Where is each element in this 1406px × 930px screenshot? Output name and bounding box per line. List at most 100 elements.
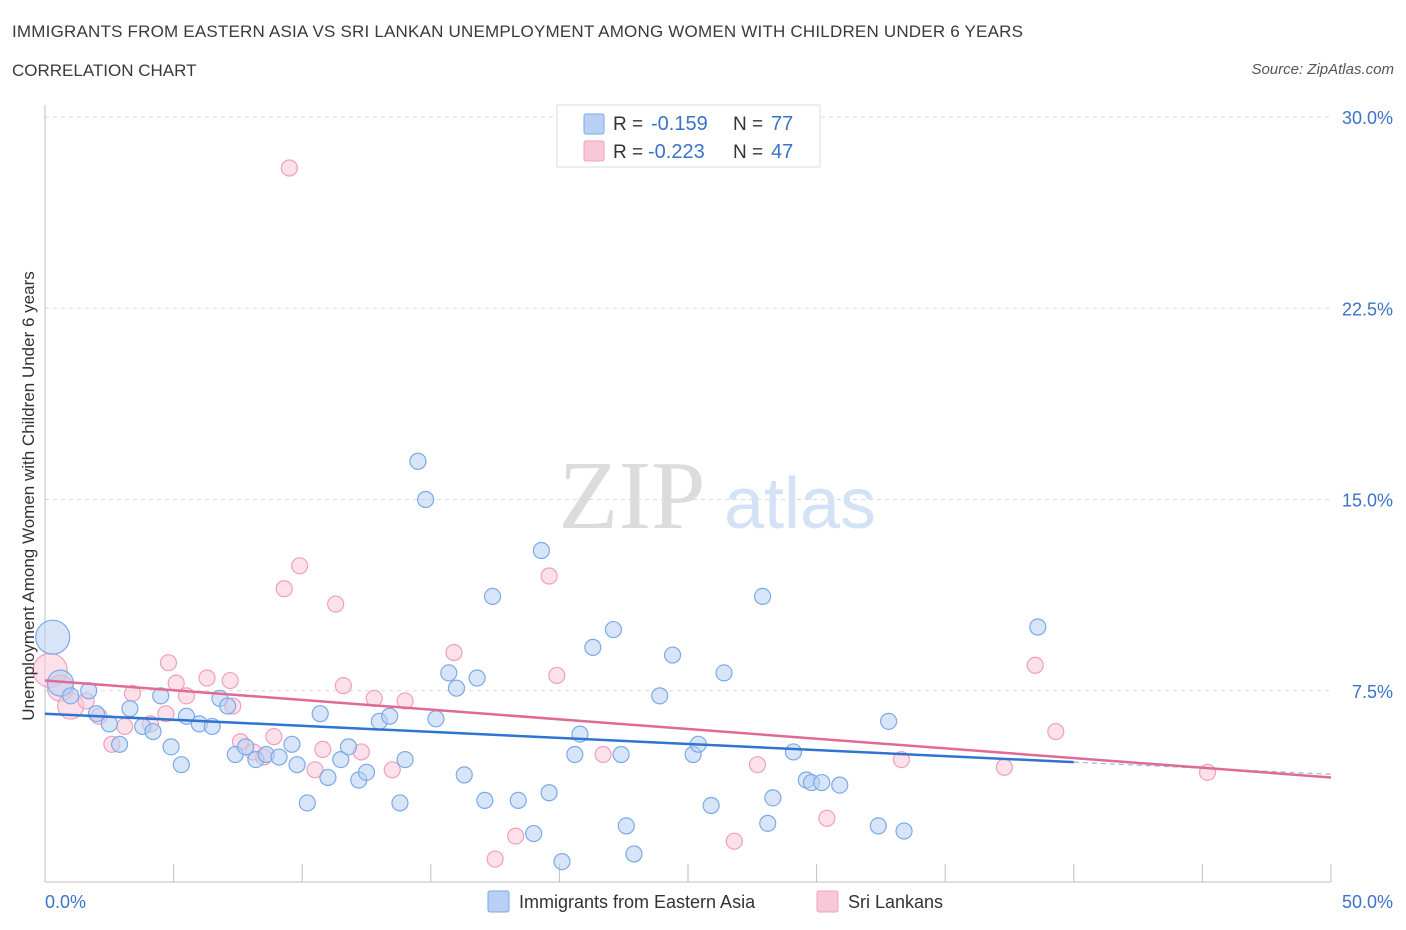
point-eastern-asia — [409, 452, 427, 470]
point-eastern-asia — [625, 845, 643, 863]
point-eastern-asia — [427, 710, 445, 728]
point-eastern-asia — [396, 750, 414, 769]
point-sri-lankan — [327, 595, 345, 613]
point-eastern-asia — [566, 745, 584, 764]
point-eastern-asia — [553, 852, 571, 871]
point-eastern-asia — [483, 587, 502, 606]
y-tick-label: 15.0% — [1342, 491, 1393, 511]
point-eastern-asia — [895, 822, 913, 840]
point-sri-lankan — [892, 750, 911, 769]
point-eastern-asia — [663, 646, 682, 664]
point-sri-lankan — [445, 643, 463, 662]
legend-r-label: R = — [613, 142, 643, 163]
point-eastern-asia — [702, 796, 720, 815]
point-eastern-asia — [880, 712, 898, 730]
axes — [44, 105, 1332, 883]
point-eastern-asia — [298, 794, 316, 812]
point-sri-lankan — [1026, 656, 1044, 674]
legend-n-value: 77 — [771, 113, 793, 135]
chart-subtitle: CORRELATION CHART — [12, 61, 197, 80]
point-sri-lankan — [383, 761, 401, 779]
point-eastern-asia — [447, 679, 466, 697]
legend-swatch-pink — [583, 140, 605, 162]
point-eastern-asia — [525, 824, 543, 843]
point-sri-lankan — [159, 654, 178, 672]
point-sri-lankan — [818, 809, 836, 827]
point-eastern-asia — [584, 638, 602, 657]
point-sri-lankan — [275, 580, 293, 598]
point-eastern-asia — [339, 738, 358, 756]
y-axis-label: Unemployment Among Women with Children U… — [19, 271, 38, 720]
point-sri-lankan — [265, 728, 283, 746]
bottom-legend-swatch-blue — [487, 890, 510, 913]
point-sri-lankan — [314, 740, 332, 759]
watermark-zip: ZIP — [559, 442, 706, 550]
point-eastern-asia — [100, 715, 118, 733]
grid-lines — [45, 116, 1331, 692]
y-tick-label: 7.5% — [1352, 682, 1393, 702]
point-eastern-asia — [651, 687, 669, 705]
point-sri-lankan — [995, 758, 1013, 776]
bottom-legend-swatch-pink — [816, 890, 839, 913]
legend-n-label: N = — [733, 142, 763, 163]
point-eastern-asia — [715, 664, 733, 682]
point-sri-lankan — [157, 705, 175, 723]
point-eastern-asia — [476, 791, 494, 810]
watermark-atlas: atlas — [724, 464, 876, 544]
legend-r-label: R = — [613, 114, 643, 135]
legend-n-value: 47 — [771, 141, 793, 163]
point-sri-lankan — [507, 827, 525, 845]
point-eastern-asia — [283, 735, 301, 753]
point-sri-lankan — [486, 850, 504, 868]
point-sri-lankan — [748, 756, 767, 774]
point-sri-lankan — [1047, 722, 1065, 741]
legend-r-value: -0.223 — [648, 141, 705, 163]
point-eastern-asia — [288, 756, 306, 774]
point-eastern-asia — [617, 817, 635, 835]
point-eastern-asia — [381, 707, 399, 725]
point-eastern-asia — [87, 705, 106, 723]
point-eastern-asia — [468, 669, 486, 687]
legend-swatch-blue — [583, 113, 605, 135]
y-tick-label: 30.0% — [1342, 108, 1393, 128]
trend-lines — [44, 679, 1332, 779]
point-eastern-asia — [764, 789, 782, 807]
point-sri-lankan — [291, 557, 309, 575]
x-tick-labels: 0.0% 50.0% — [45, 892, 1393, 912]
point-eastern-asia — [784, 743, 803, 761]
point-eastern-asia — [612, 745, 630, 764]
point-sri-lankan — [548, 666, 566, 685]
legend-n-label: N = — [733, 114, 763, 135]
point-eastern-asia — [869, 817, 887, 835]
watermark: ZIP atlas — [559, 442, 877, 550]
legend-r-value: -0.159 — [651, 113, 708, 135]
point-eastern-asia — [311, 705, 329, 723]
point-eastern-asia — [509, 791, 527, 810]
point-eastern-asia — [110, 735, 129, 753]
point-eastern-asia — [172, 756, 190, 774]
bottom-legend-label: Immigrants from Eastern Asia — [519, 892, 756, 912]
point-eastern-asia — [540, 784, 558, 802]
point-eastern-asia — [237, 738, 255, 756]
point-eastern-asia — [532, 541, 550, 560]
point-sri-lankan — [540, 567, 558, 585]
x-tick-label: 0.0% — [45, 892, 86, 912]
point-sri-lankan — [306, 761, 324, 779]
point-sri-lankan — [725, 832, 743, 850]
x-tick-label: 50.0% — [1342, 892, 1393, 912]
point-eastern-asia — [753, 587, 772, 606]
point-sri-lankan — [198, 669, 216, 687]
point-eastern-asia — [391, 794, 409, 812]
source-credit: Source: ZipAtlas.com — [1251, 61, 1394, 78]
point-eastern-asia — [270, 748, 288, 766]
point-sri-lankan — [594, 745, 612, 764]
point-eastern-asia — [813, 773, 831, 792]
point-sri-lankan — [221, 671, 239, 690]
y-tick-label: 22.5% — [1342, 299, 1393, 319]
chart-title: IMMIGRANTS FROM EASTERN ASIA VS SRI LANK… — [12, 22, 1024, 41]
point-eastern-asia — [417, 490, 435, 509]
point-sri-lankan — [396, 692, 414, 710]
point-eastern-asia — [62, 687, 80, 705]
point-eastern-asia — [152, 687, 170, 705]
